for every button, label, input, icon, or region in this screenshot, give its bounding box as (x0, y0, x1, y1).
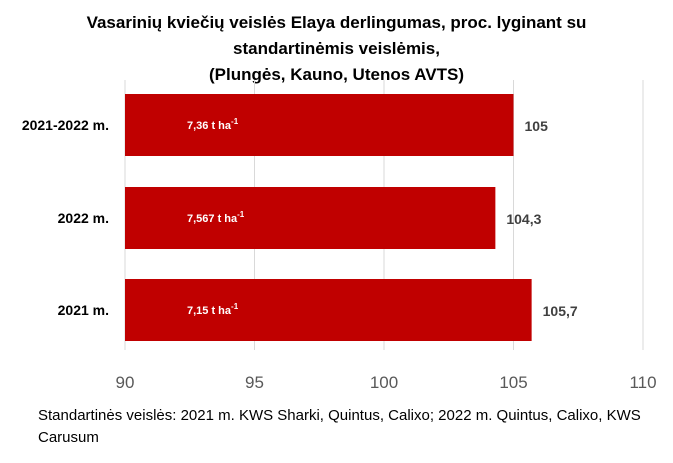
x-tick-label-90: 90 (116, 373, 135, 392)
chart-title-line-3: (Plungės, Kauno, Utenos AVTS) (208, 65, 464, 84)
bar-2 (125, 279, 532, 341)
chart-title: Vasarinių kviečių veislės Elaya derlingu… (0, 10, 673, 88)
chart-title-line-2: standartinėmis veislėmis, (233, 39, 440, 58)
y-category-label-0: 2021-2022 m. (22, 117, 109, 133)
chart-footnote: Standartinės veislės: 2021 m. KWS Sharki… (38, 407, 641, 446)
data-label-1: 104,3 (506, 211, 541, 227)
data-label-2: 105,7 (543, 303, 578, 319)
y-category-label-1: 2022 m. (58, 210, 109, 226)
chart-title-line-1: Vasarinių kviečių veislės Elaya derlingu… (86, 13, 587, 32)
bar-inner-label-1: 7,567 t ha-1 (187, 210, 245, 225)
y-category-label-2: 2021 m. (58, 302, 109, 318)
x-tick-label-100: 100 (370, 373, 398, 392)
bar-inner-label-0: 7,36 t ha-1 (187, 117, 239, 132)
x-tick-label-105: 105 (499, 373, 527, 392)
bar-inner-label-2: 7,15 t ha-1 (187, 302, 239, 317)
data-label-0: 105 (525, 118, 549, 134)
bar-0 (125, 94, 514, 156)
x-tick-label-110: 110 (629, 373, 656, 392)
bar-1 (125, 187, 496, 249)
x-tick-label-95: 95 (245, 373, 264, 392)
